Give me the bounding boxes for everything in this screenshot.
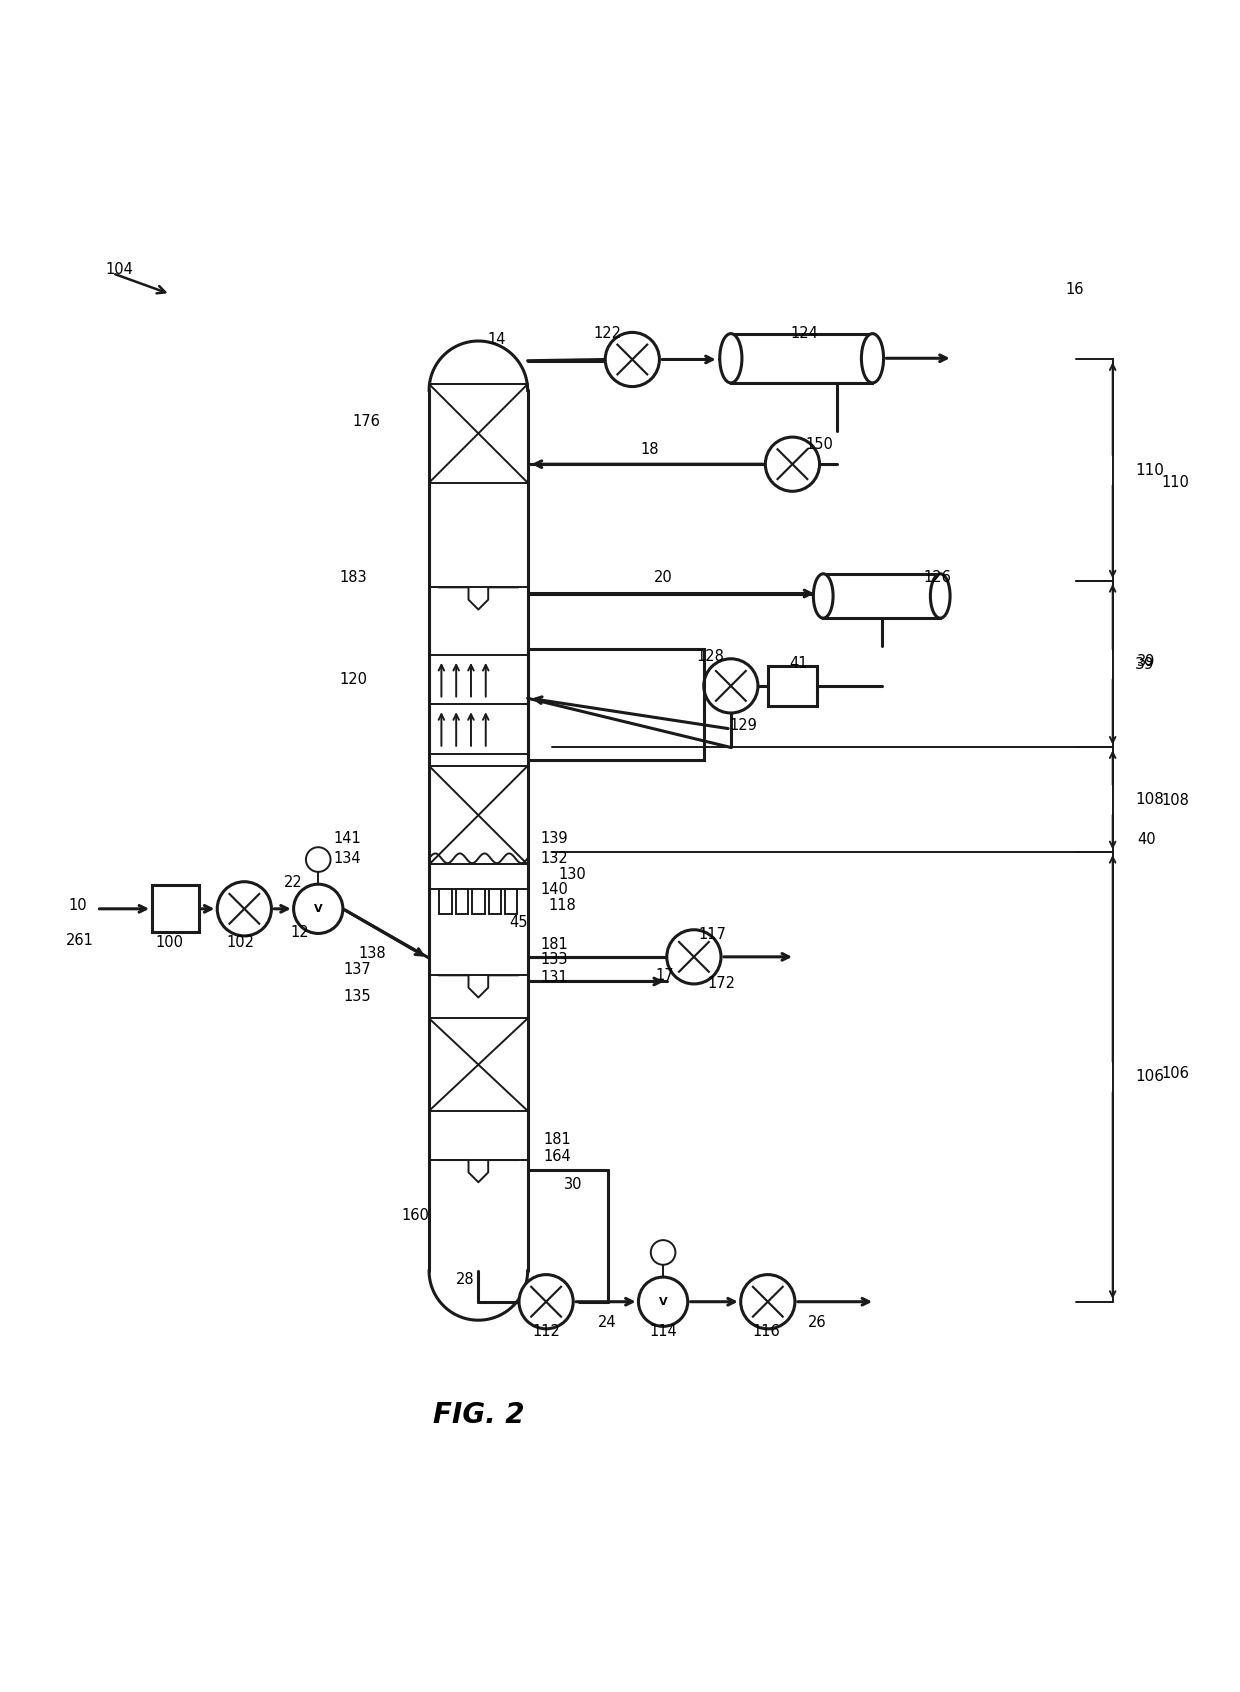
Text: 126: 126	[924, 570, 952, 585]
Bar	[823, 574, 940, 618]
Text: 100: 100	[155, 934, 184, 949]
Bar	[528, 650, 704, 760]
Bar	[456, 888, 467, 914]
Text: 106: 106	[1162, 1066, 1190, 1081]
Text: 30: 30	[564, 1178, 583, 1193]
Text: 14: 14	[487, 332, 506, 347]
Circle shape	[765, 437, 820, 491]
Text: V: V	[314, 904, 322, 914]
Circle shape	[217, 882, 272, 936]
Text: 26: 26	[807, 1315, 826, 1330]
Text: 39: 39	[1137, 653, 1156, 668]
Text: 116: 116	[753, 1323, 780, 1338]
Bar	[439, 888, 451, 914]
Text: 108: 108	[1135, 792, 1163, 807]
Bar	[472, 888, 485, 914]
Text: 12: 12	[290, 926, 309, 939]
Text: 39: 39	[1135, 656, 1154, 672]
Text: 164: 164	[543, 1149, 572, 1164]
Text: 129: 129	[729, 717, 758, 733]
Text: 24: 24	[599, 1315, 618, 1330]
Text: 45: 45	[510, 915, 528, 931]
Text: 138: 138	[358, 946, 386, 961]
Text: 112: 112	[532, 1323, 560, 1338]
Text: 132: 132	[539, 851, 568, 866]
Text: 261: 261	[66, 934, 94, 948]
Bar	[730, 333, 873, 382]
Ellipse shape	[719, 333, 742, 382]
Circle shape	[605, 332, 660, 386]
Text: 17: 17	[655, 968, 673, 983]
Circle shape	[306, 848, 331, 871]
Text: 117: 117	[698, 927, 727, 942]
Text: 120: 120	[340, 672, 367, 687]
Text: 110: 110	[1135, 464, 1163, 477]
Text: 118: 118	[548, 898, 577, 912]
Text: FIG. 2: FIG. 2	[433, 1401, 525, 1430]
Text: 110: 110	[1162, 475, 1190, 491]
Text: 40: 40	[1137, 832, 1156, 848]
Text: 22: 22	[284, 875, 303, 890]
Text: 131: 131	[539, 970, 568, 985]
Ellipse shape	[813, 574, 833, 618]
Text: 114: 114	[650, 1323, 677, 1338]
Circle shape	[740, 1274, 795, 1328]
Ellipse shape	[930, 574, 950, 618]
Text: 134: 134	[334, 851, 361, 866]
Text: 139: 139	[539, 831, 568, 846]
Text: 18: 18	[640, 442, 658, 457]
Text: 28: 28	[456, 1272, 475, 1288]
Text: 10: 10	[68, 898, 87, 912]
Text: 181: 181	[543, 1132, 572, 1147]
Text: 104: 104	[105, 262, 133, 277]
Circle shape	[667, 929, 720, 985]
Text: 183: 183	[340, 570, 367, 585]
Text: 160: 160	[402, 1208, 429, 1223]
Text: 102: 102	[227, 934, 254, 949]
Text: 141: 141	[334, 831, 361, 846]
Circle shape	[704, 658, 758, 712]
Text: 41: 41	[790, 656, 807, 672]
Text: 150: 150	[806, 437, 833, 452]
Text: 20: 20	[653, 570, 672, 585]
Text: 130: 130	[558, 866, 587, 882]
Text: 108: 108	[1162, 794, 1190, 807]
Text: 135: 135	[343, 988, 371, 1003]
Text: 176: 176	[352, 413, 379, 428]
Bar	[489, 888, 501, 914]
Text: 172: 172	[707, 976, 735, 992]
Circle shape	[294, 885, 343, 934]
Text: 181: 181	[539, 937, 568, 953]
Text: 137: 137	[343, 961, 371, 976]
Bar	[153, 885, 198, 932]
Text: 140: 140	[539, 882, 568, 897]
Text: 133: 133	[539, 953, 568, 966]
Text: 128: 128	[696, 648, 724, 663]
Text: 106: 106	[1135, 1069, 1164, 1085]
Text: 16: 16	[1066, 283, 1084, 296]
Bar	[505, 888, 517, 914]
Text: 124: 124	[791, 327, 818, 342]
Text: V: V	[658, 1296, 667, 1306]
Text: 122: 122	[594, 327, 621, 342]
Ellipse shape	[862, 333, 884, 382]
Bar	[768, 667, 817, 706]
Circle shape	[520, 1274, 573, 1328]
Circle shape	[651, 1240, 676, 1264]
Circle shape	[639, 1277, 688, 1327]
